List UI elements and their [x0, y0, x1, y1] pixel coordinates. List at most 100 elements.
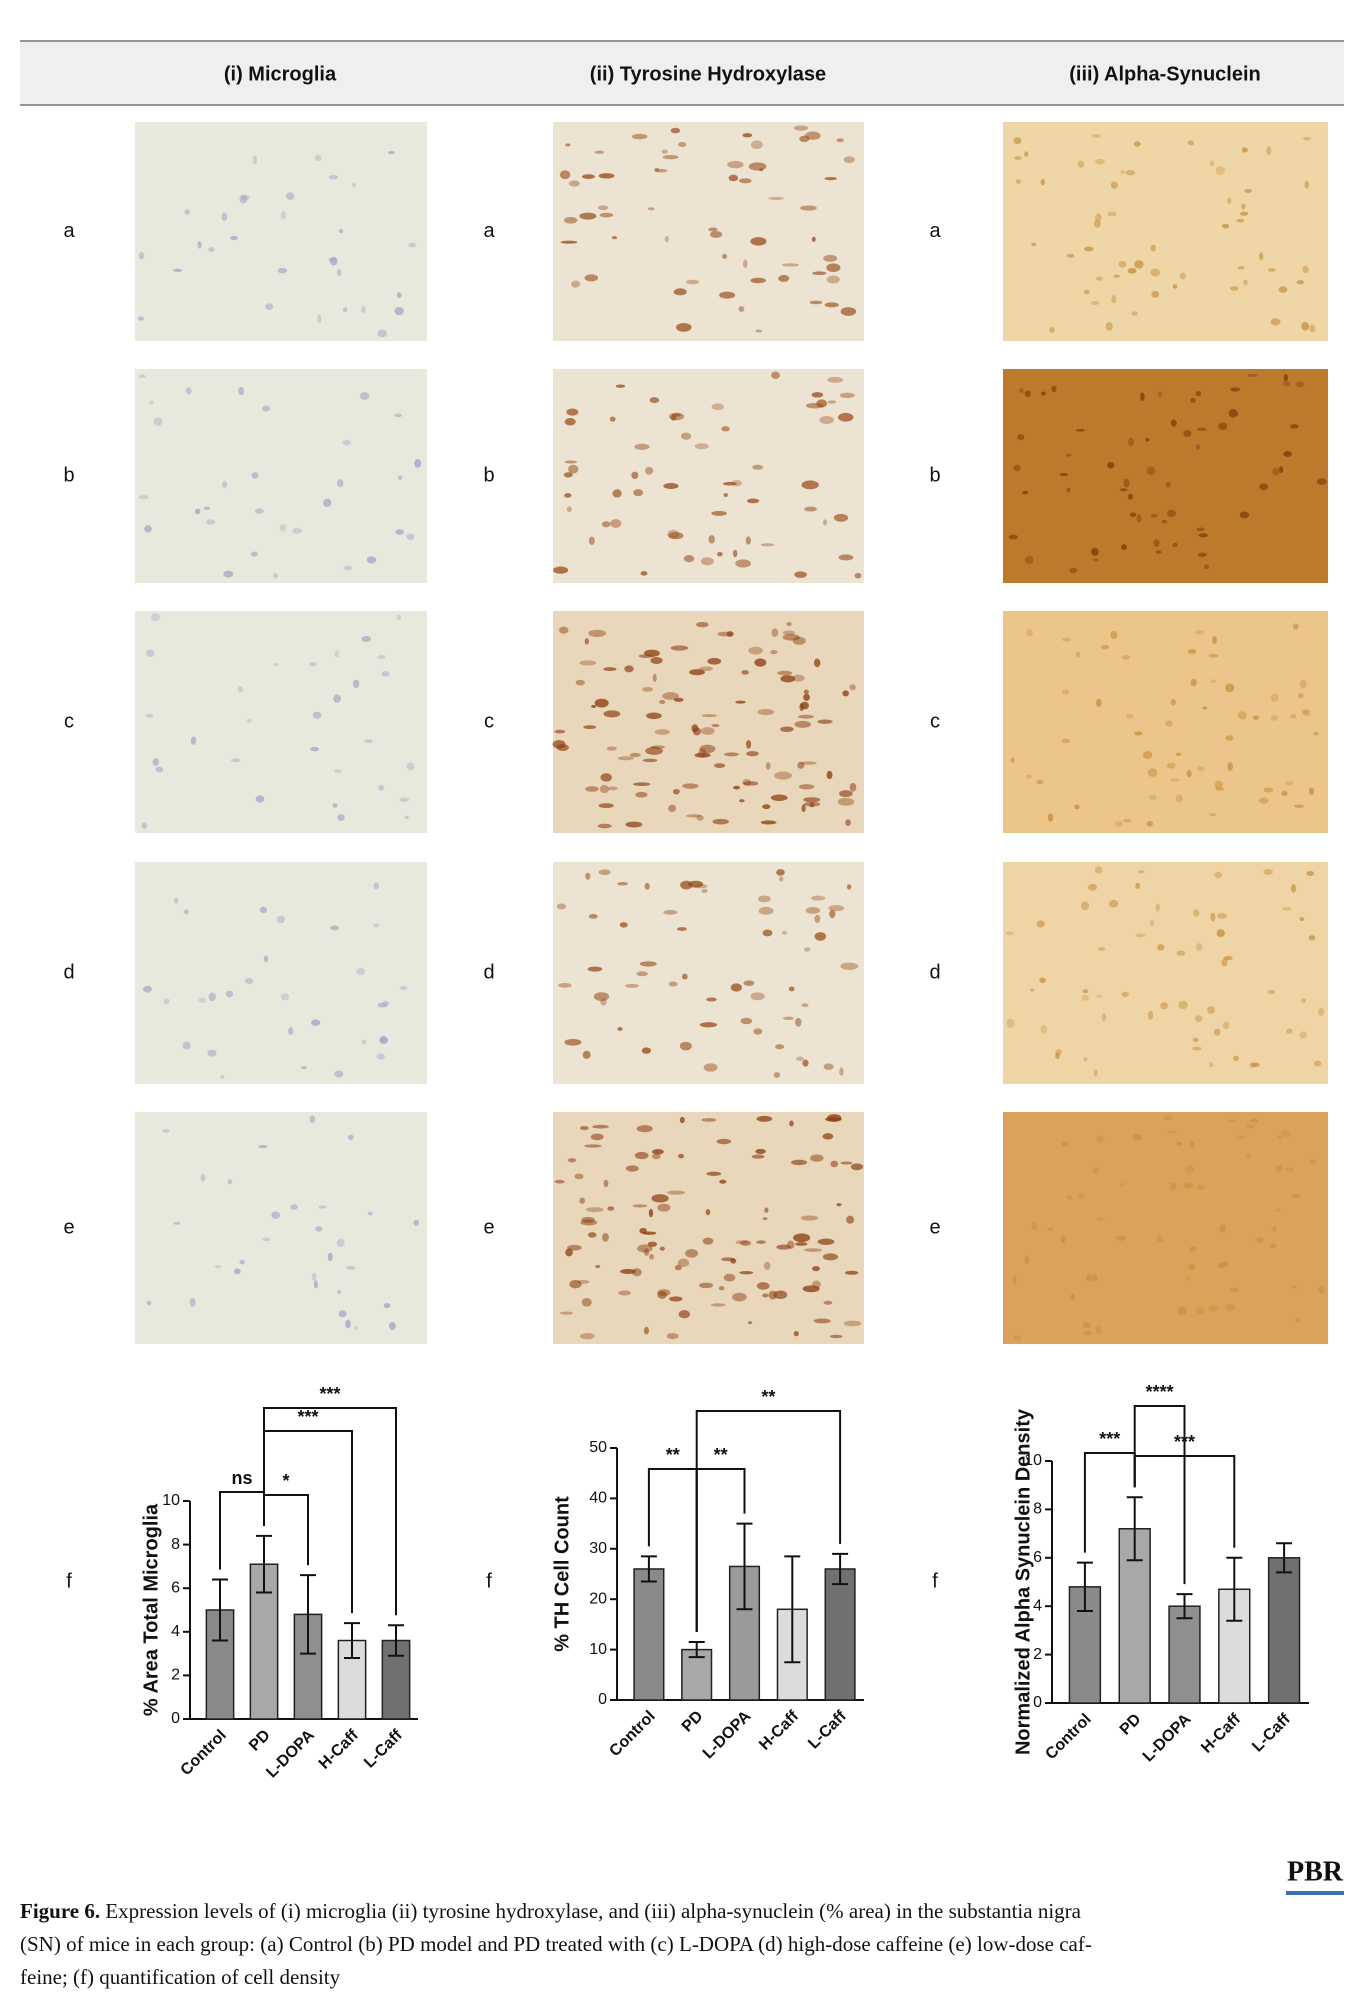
- cell: [1095, 158, 1105, 165]
- cell: [836, 1202, 842, 1207]
- cell: [629, 752, 641, 758]
- cell: [395, 529, 405, 535]
- y-tick-label: 10: [162, 1492, 180, 1509]
- cell: [823, 1063, 834, 1070]
- cell: [706, 1171, 722, 1176]
- cell: [377, 1002, 388, 1008]
- cell: [571, 280, 581, 288]
- cell: [1270, 318, 1281, 326]
- cell: [1135, 882, 1141, 890]
- cell: [707, 657, 722, 665]
- cell: [695, 883, 708, 889]
- cell: [361, 305, 366, 314]
- cell: [634, 443, 650, 450]
- significance-label: *: [282, 1471, 289, 1491]
- cell: [333, 769, 342, 773]
- micrograph: [553, 862, 864, 1084]
- cell: [811, 1265, 820, 1272]
- cell: [1061, 738, 1071, 744]
- cell: [1066, 1195, 1073, 1201]
- cell: [1183, 429, 1192, 438]
- cell: [711, 723, 720, 728]
- cell: [406, 762, 415, 771]
- cell: [553, 566, 569, 574]
- cell: [1266, 146, 1272, 156]
- cell: [732, 1292, 747, 1302]
- cell: [1170, 778, 1180, 782]
- x-tick-label: L-DOPA: [700, 1707, 755, 1762]
- cell: [777, 670, 793, 676]
- cell: [579, 212, 597, 220]
- cell: [1135, 933, 1146, 938]
- cell: [1147, 768, 1158, 777]
- cell: [811, 392, 824, 398]
- cell: [1127, 267, 1137, 274]
- cell: [1176, 1142, 1183, 1146]
- cell: [854, 572, 862, 579]
- micrograph-bg: [553, 611, 864, 833]
- cell: [650, 745, 665, 749]
- cell: [311, 1272, 317, 1281]
- cell: [361, 1039, 366, 1045]
- cell: [1301, 998, 1307, 1003]
- cell: [678, 1153, 685, 1159]
- cell: [579, 1197, 585, 1204]
- cell: [678, 1310, 690, 1319]
- cell: [1296, 280, 1305, 285]
- cell: [200, 1174, 206, 1182]
- cell: [585, 786, 599, 792]
- cell: [637, 1244, 653, 1253]
- x-tick-label: PD: [1117, 1711, 1145, 1739]
- cell: [330, 925, 339, 931]
- cell: [145, 713, 154, 718]
- cell: [314, 154, 322, 162]
- cell: [336, 479, 344, 488]
- cell: [575, 679, 585, 686]
- cell: [1175, 752, 1182, 756]
- cell: [239, 1259, 245, 1265]
- cell: [775, 1044, 785, 1050]
- cell: [826, 263, 841, 273]
- cell: [659, 1246, 665, 1251]
- cell: [1263, 869, 1273, 875]
- cell: [1143, 751, 1153, 759]
- cell: [727, 160, 744, 169]
- cell: [1221, 958, 1228, 967]
- cell: [739, 178, 752, 184]
- cell: [743, 980, 755, 986]
- cell: [1237, 266, 1245, 270]
- cell: [738, 306, 745, 312]
- cell: [397, 475, 403, 480]
- cell: [814, 914, 821, 923]
- cell: [569, 1280, 582, 1289]
- cell: [668, 412, 685, 421]
- cell: [1172, 542, 1178, 548]
- cell: [223, 570, 234, 578]
- cell: [814, 932, 827, 941]
- cell: [839, 1067, 844, 1076]
- cell: [830, 1160, 839, 1168]
- cell: [389, 1321, 396, 1330]
- cell: [584, 1144, 602, 1148]
- cell: [771, 628, 779, 637]
- cell: [315, 1226, 323, 1232]
- cell: [279, 524, 286, 532]
- cell: [1196, 766, 1205, 772]
- cell: [1066, 487, 1071, 493]
- x-tick-label: L-Caff: [1249, 1710, 1294, 1755]
- cell: [1138, 870, 1145, 874]
- cell: [311, 1019, 321, 1026]
- cell: [701, 1118, 717, 1122]
- error-bar: [1126, 1496, 1143, 1562]
- cell: [694, 443, 709, 450]
- cell: [600, 773, 612, 782]
- cell: [1237, 711, 1247, 720]
- cell: [652, 674, 657, 682]
- cell: [800, 205, 817, 211]
- cell: [1157, 391, 1163, 398]
- cell: [1062, 689, 1070, 695]
- significance-label: ***: [297, 1407, 318, 1427]
- cell: [816, 399, 828, 408]
- cell: [679, 1041, 692, 1051]
- cell: [733, 785, 741, 790]
